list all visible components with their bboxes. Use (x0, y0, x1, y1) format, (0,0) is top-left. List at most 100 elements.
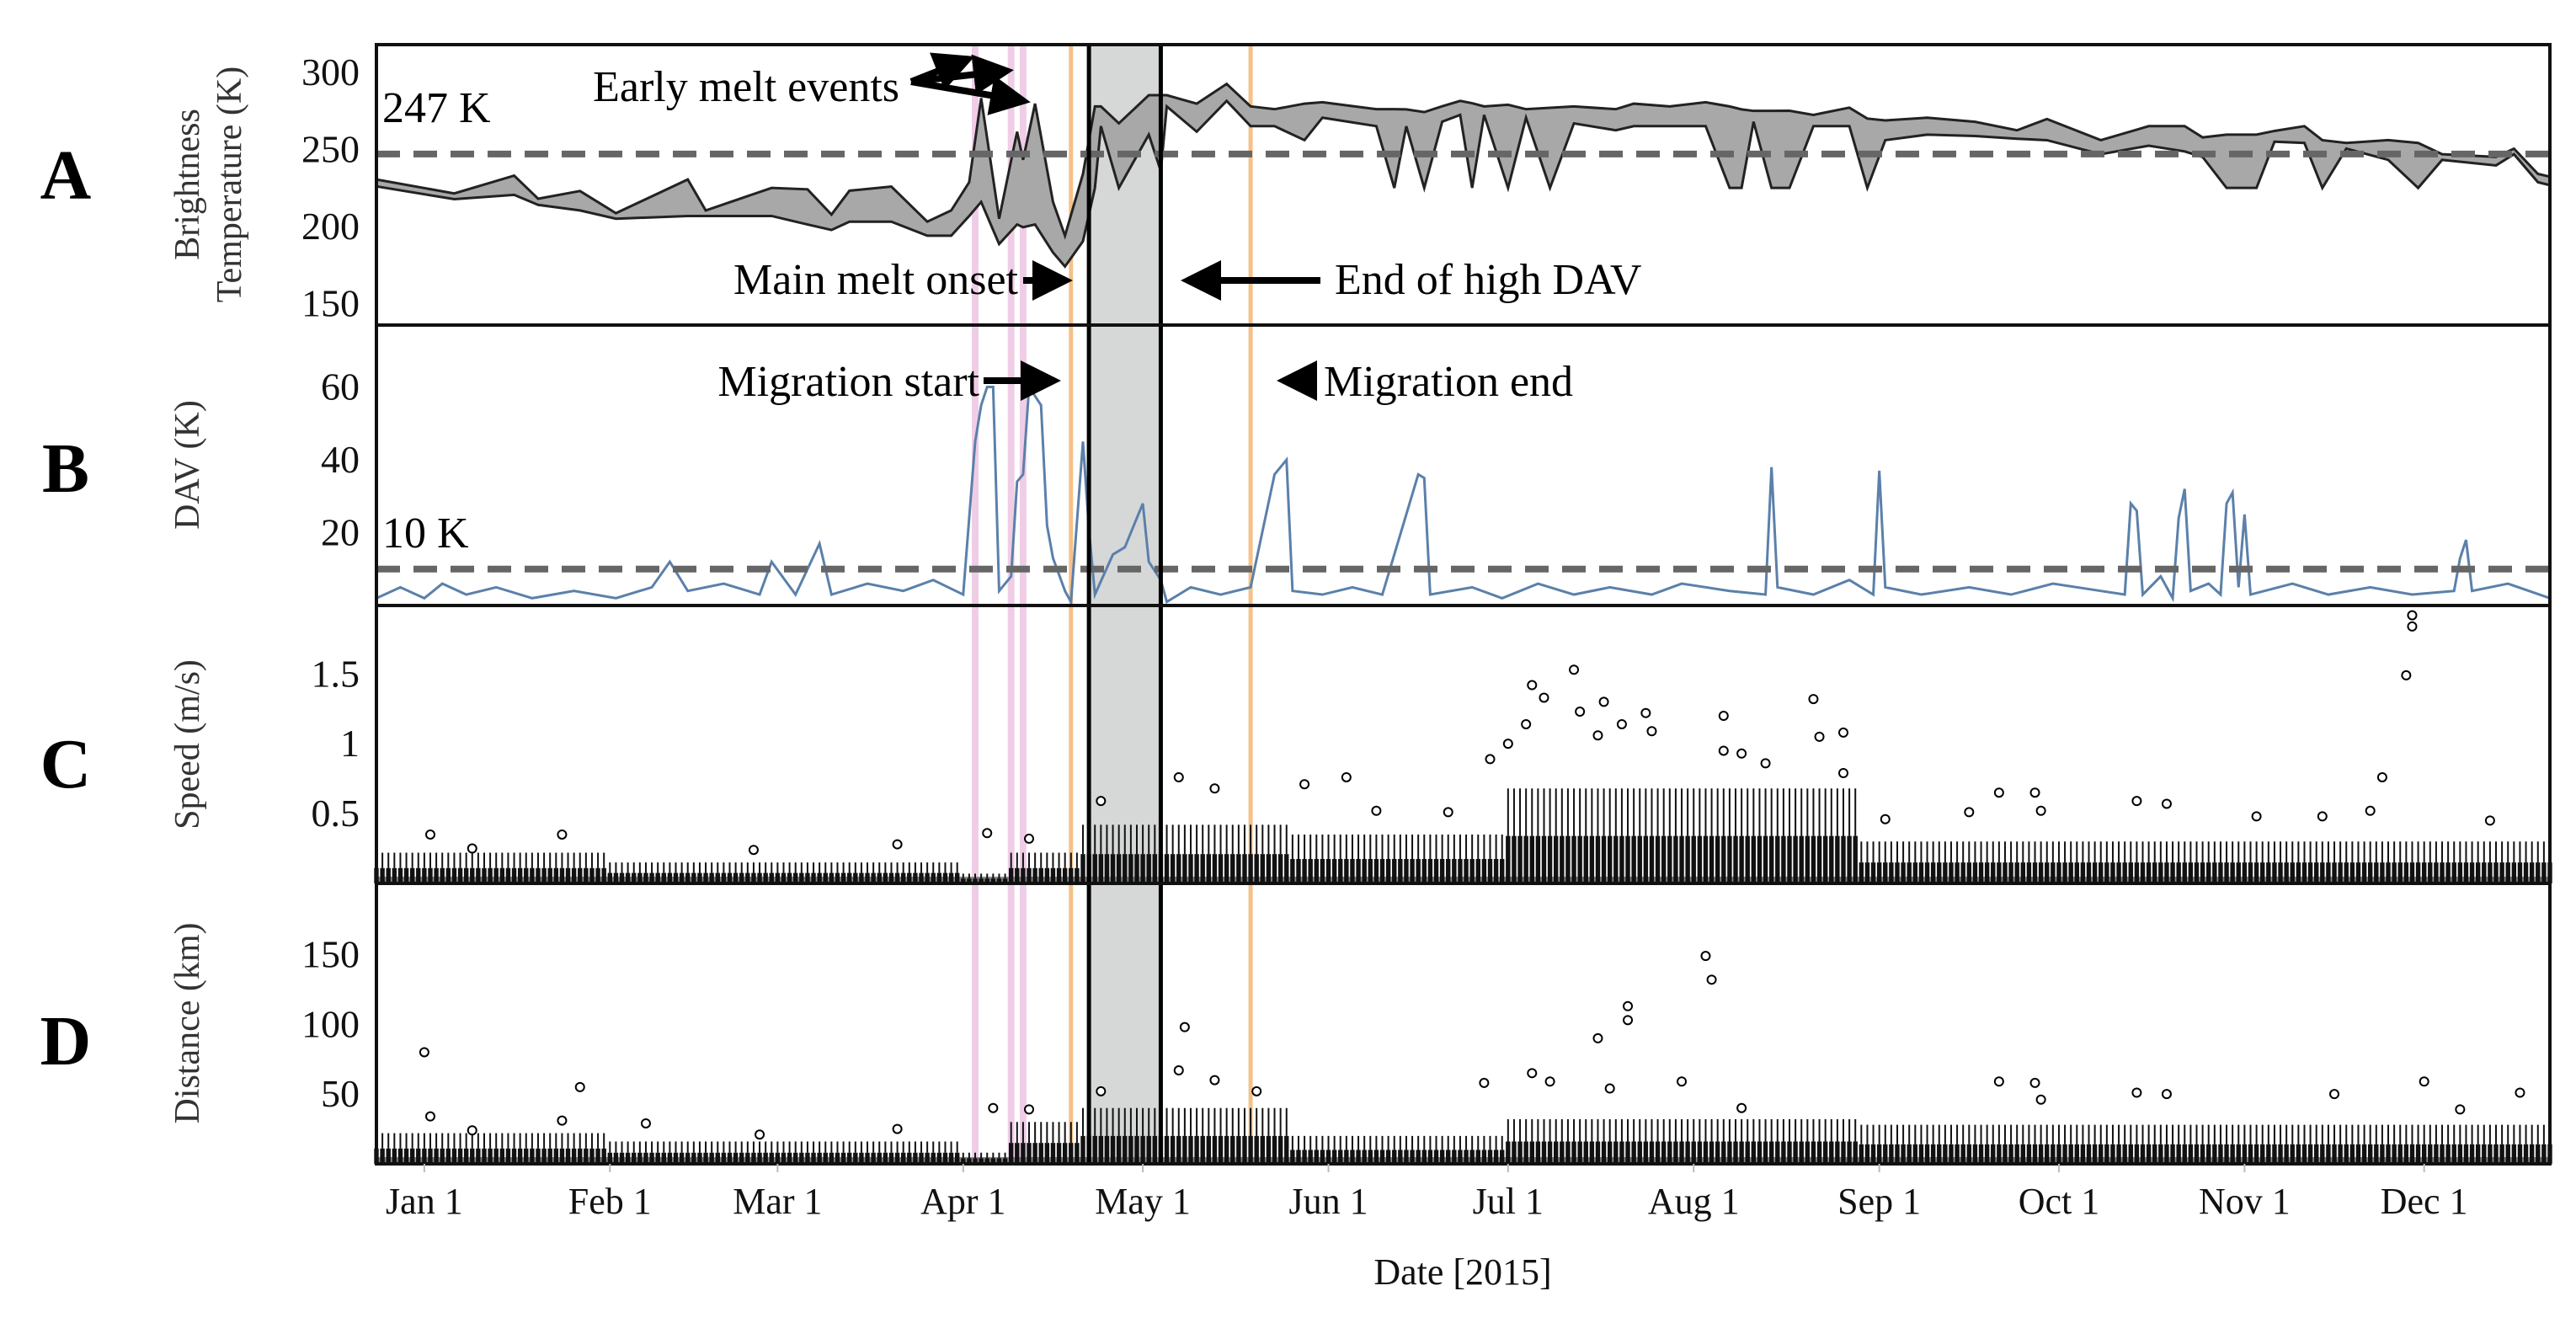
daily-box (1829, 835, 1834, 883)
daily-box (1314, 858, 1320, 883)
daily-box (2068, 862, 2073, 883)
outlier-point (892, 839, 903, 850)
daily-box (386, 867, 391, 883)
daily-box (1170, 854, 1176, 883)
outlier-point (2455, 1104, 2466, 1115)
daily-box (1254, 854, 1259, 883)
daily-box (2236, 862, 2241, 883)
daily-box (517, 867, 523, 883)
daily-box (1978, 862, 1984, 883)
outlier-point (424, 1111, 435, 1122)
daily-box (1146, 1135, 1151, 1164)
daily-box (1475, 1150, 1480, 1164)
daily-box (691, 872, 696, 883)
daily-box (1015, 1143, 1020, 1164)
daily-box (1032, 1143, 1037, 1164)
daily-box (2224, 1144, 2229, 1164)
daily-box (1560, 1141, 1565, 1164)
daily-box (2517, 862, 2523, 883)
daily-box (817, 872, 822, 883)
daily-box (380, 867, 385, 883)
daily-box (1373, 858, 1379, 883)
y-tick-label: 150 (301, 281, 360, 324)
daily-box (2080, 862, 2086, 883)
outlier-point (2161, 1089, 2172, 1100)
daily-box (1110, 1135, 1116, 1164)
daily-box (835, 872, 840, 883)
daily-box (1392, 858, 1397, 883)
daily-box (847, 1152, 852, 1164)
daily-box (1589, 1141, 1595, 1164)
daily-box (2194, 862, 2200, 883)
daily-box (2026, 862, 2032, 883)
daily-box (865, 1152, 870, 1164)
daily-box (434, 1148, 439, 1164)
daily-box (2451, 862, 2456, 883)
daily-box (769, 1152, 774, 1164)
daily-box (1541, 1141, 1547, 1164)
daily-box (859, 872, 864, 883)
daily-box (1320, 1150, 1325, 1164)
daily-box (685, 872, 691, 883)
daily-box (727, 872, 733, 883)
daily-box (1446, 858, 1451, 883)
daily-box (1320, 858, 1325, 883)
daily-box (1703, 835, 1709, 883)
daily-box (739, 872, 744, 883)
daily-box (428, 1148, 433, 1164)
daily-box (1290, 858, 1295, 883)
daily-box (859, 1152, 864, 1164)
daily-box (451, 1148, 457, 1164)
daily-box (1733, 1141, 1738, 1164)
daily-box (1433, 1150, 1439, 1164)
outlier-point (1502, 739, 1513, 750)
daily-box (1883, 862, 1888, 883)
daily-box (2014, 862, 2019, 883)
daily-box (530, 1148, 535, 1164)
daily-box (1277, 1135, 1283, 1164)
daily-box (2392, 862, 2397, 883)
daily-box (1960, 1144, 1965, 1164)
daily-box (2451, 1144, 2456, 1164)
daily-box (996, 878, 1002, 883)
tb-lower-line (376, 99, 2551, 269)
daily-box (2403, 862, 2409, 883)
daily-box (2482, 862, 2487, 883)
daily-box (840, 872, 846, 883)
daily-box (482, 867, 487, 883)
daily-box (2290, 862, 2295, 883)
y-axis-title-a-line2: Temperature (K) (211, 67, 249, 302)
outlier-point (1443, 807, 1453, 818)
daily-box (1224, 1135, 1229, 1164)
daily-box (1613, 1141, 1619, 1164)
daily-box (547, 867, 552, 883)
outlier-point (1096, 1086, 1107, 1096)
daily-box (1991, 862, 1996, 883)
daily-box (1325, 858, 1331, 883)
daily-box (1493, 1150, 1499, 1164)
daily-box (1787, 1141, 1792, 1164)
daily-box (1500, 858, 1505, 883)
daily-box (488, 867, 493, 883)
daily-box (1008, 1143, 1014, 1164)
daily-box (1883, 1144, 1888, 1164)
outlier-point (1251, 1086, 1262, 1096)
daily-box (1092, 854, 1097, 883)
daily-box (2505, 862, 2510, 883)
daily-box (1847, 835, 1852, 883)
daily-box (1021, 1143, 1026, 1164)
daily-box (1075, 867, 1080, 883)
daily-box (397, 1148, 403, 1164)
daily-box (2374, 862, 2379, 883)
daily-box (2110, 862, 2115, 883)
daily-box (799, 872, 804, 883)
daily-box (2314, 1144, 2319, 1164)
daily-box (1745, 835, 1750, 883)
y-tick-label: 0.5 (312, 792, 360, 835)
daily-box (1727, 1141, 1732, 1164)
daily-box (2045, 862, 2050, 883)
daily-box (2475, 1144, 2481, 1164)
daily-box (757, 872, 762, 883)
daily-box (2488, 862, 2493, 883)
daily-box (2116, 1144, 2121, 1164)
